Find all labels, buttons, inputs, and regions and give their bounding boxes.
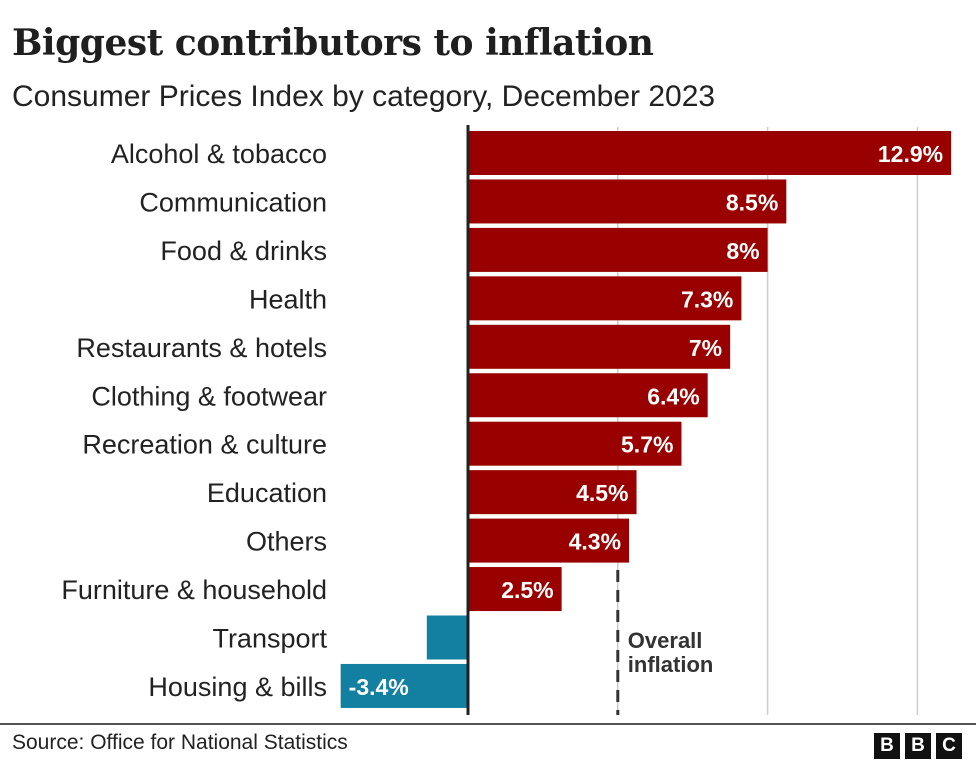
bar bbox=[468, 567, 562, 612]
footer-divider bbox=[0, 723, 976, 725]
bar bbox=[468, 276, 742, 321]
data-label: 12.9% bbox=[878, 141, 943, 167]
bar bbox=[468, 227, 768, 272]
reference-label: inflation bbox=[628, 652, 714, 677]
reference-label: Overall bbox=[628, 628, 703, 653]
data-label: -3.4% bbox=[349, 674, 409, 700]
data-label: 7.3% bbox=[681, 286, 733, 312]
data-label: 5.7% bbox=[621, 432, 673, 458]
logo-letter: B bbox=[874, 733, 900, 759]
data-label: 8.5% bbox=[726, 189, 778, 215]
bar bbox=[468, 518, 630, 563]
source-note: Source: Office for National Statistics bbox=[12, 731, 348, 754]
data-label: 4.3% bbox=[569, 529, 621, 555]
bar bbox=[468, 470, 637, 515]
data-label: 2.5% bbox=[501, 577, 553, 603]
category-label: Others bbox=[246, 527, 327, 557]
category-label: Restaurants & hotels bbox=[76, 333, 327, 363]
category-label: Alcohol & tobacco bbox=[111, 139, 327, 169]
category-label: Recreation & culture bbox=[82, 430, 327, 460]
data-label: 4.5% bbox=[576, 480, 628, 506]
data-label: 7% bbox=[689, 335, 722, 361]
bar bbox=[340, 663, 468, 708]
bar bbox=[468, 421, 682, 466]
data-label: 8% bbox=[726, 238, 759, 264]
bar bbox=[468, 179, 787, 224]
bar bbox=[426, 615, 468, 660]
logo-letter: C bbox=[936, 733, 962, 759]
logo-letter: B bbox=[905, 733, 931, 759]
bar bbox=[468, 324, 731, 369]
bbc-logo: B B C bbox=[874, 733, 962, 759]
data-label: 6.4% bbox=[647, 383, 699, 409]
category-label: Food & drinks bbox=[160, 236, 327, 266]
chart-subtitle: Consumer Prices Index by category, Decem… bbox=[12, 80, 716, 113]
chart-title: Biggest contributors to inflation bbox=[12, 22, 654, 64]
category-label: Furniture & household bbox=[61, 575, 327, 605]
category-label: Communication bbox=[139, 187, 327, 217]
category-label: Housing & bills bbox=[148, 672, 327, 702]
bar-chart: Alcohol & tobacco 12.9% Communication 8.5% F… bbox=[61, 125, 952, 715]
category-label: Clothing & footwear bbox=[91, 381, 327, 411]
bar bbox=[468, 373, 708, 418]
category-label: Education bbox=[207, 478, 327, 508]
bar bbox=[468, 131, 952, 175]
category-label: Health bbox=[249, 284, 327, 314]
category-label: Transport bbox=[212, 624, 327, 654]
